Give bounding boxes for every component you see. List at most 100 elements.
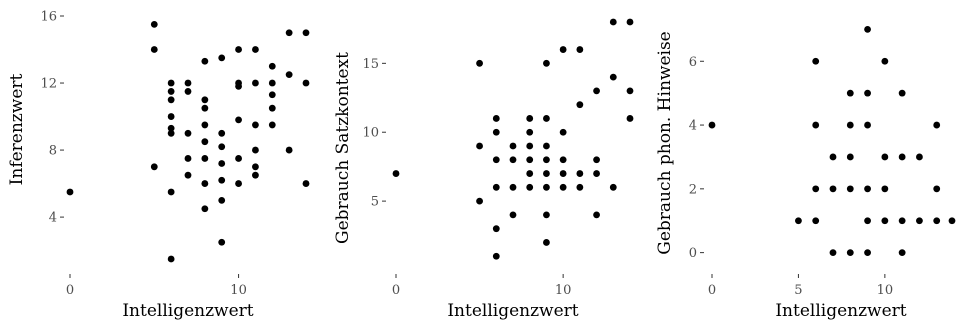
data-point <box>150 46 158 53</box>
data-point <box>609 73 617 81</box>
data-point <box>218 54 226 62</box>
data-point <box>829 249 837 257</box>
data-point <box>898 153 906 161</box>
data-point <box>218 238 226 246</box>
x-tick-label: 10 <box>877 283 894 298</box>
data-point <box>846 89 854 97</box>
data-point <box>476 142 483 150</box>
data-point <box>576 170 584 177</box>
data-point <box>829 153 837 161</box>
data-point <box>846 121 854 129</box>
data-point <box>626 115 634 122</box>
y-tick-label: 6 <box>689 55 697 70</box>
data-point <box>543 59 550 67</box>
data-point <box>285 146 293 154</box>
data-point <box>509 183 517 191</box>
data-point <box>167 79 175 87</box>
data-point <box>184 171 192 179</box>
data-point <box>626 18 634 26</box>
data-point <box>201 96 209 104</box>
data-point <box>864 25 871 33</box>
data-point <box>576 46 584 53</box>
data-point <box>476 59 483 67</box>
data-point <box>559 46 567 53</box>
data-point <box>898 249 906 257</box>
data-point <box>235 46 242 53</box>
data-point <box>302 79 310 87</box>
data-point <box>252 79 259 87</box>
data-point <box>302 29 310 37</box>
data-point <box>184 88 192 95</box>
data-point <box>593 170 600 177</box>
data-point <box>167 96 175 104</box>
data-point <box>898 217 906 225</box>
data-point <box>795 217 802 225</box>
x-axis-title: Intelligenzwert <box>122 301 253 321</box>
x-tick-label: 0 <box>66 283 74 298</box>
data-point <box>543 156 550 164</box>
data-point <box>167 124 175 132</box>
data-point <box>593 211 600 219</box>
data-point <box>593 156 600 164</box>
data-point <box>184 79 192 87</box>
data-point <box>812 121 820 129</box>
y-tick-label: 12 <box>40 77 57 92</box>
data-point <box>218 143 226 151</box>
data-point <box>201 57 209 65</box>
data-point <box>252 163 259 171</box>
data-point <box>235 116 242 124</box>
data-point <box>167 88 175 95</box>
data-point <box>201 155 209 162</box>
data-point <box>268 121 276 129</box>
data-point <box>285 29 293 37</box>
data-point <box>916 217 923 225</box>
data-point <box>201 121 209 129</box>
x-axis-title: Intelligenzwert <box>775 301 906 321</box>
y-tick-label: 15 <box>362 57 379 72</box>
data-point <box>476 197 483 205</box>
data-point <box>167 113 175 120</box>
data-point <box>812 217 820 225</box>
data-point <box>864 89 871 97</box>
data-point <box>252 121 259 129</box>
data-point <box>559 128 567 136</box>
y-tick-label: 0 <box>689 246 697 261</box>
x-tick-label: 0 <box>708 283 716 298</box>
data-point <box>526 142 534 150</box>
data-point <box>829 185 837 193</box>
data-point <box>812 57 820 65</box>
data-point <box>167 255 175 263</box>
data-point <box>150 20 158 28</box>
data-point <box>898 89 906 97</box>
data-point <box>201 138 209 146</box>
data-point <box>609 18 617 26</box>
data-point <box>526 170 534 177</box>
data-point <box>509 142 517 150</box>
y-axis-title: Gebrauch Satzkontext <box>333 52 353 244</box>
data-point <box>543 211 550 219</box>
data-point <box>268 104 276 112</box>
data-point <box>201 104 209 112</box>
y-tick-label: 2 <box>689 182 697 197</box>
data-point <box>184 129 192 137</box>
data-point <box>846 249 854 257</box>
data-point <box>252 171 259 179</box>
data-point <box>218 196 226 204</box>
y-tick-label: 16 <box>40 10 57 25</box>
data-point <box>543 183 550 191</box>
data-point <box>201 180 209 187</box>
data-point <box>559 183 567 191</box>
data-point <box>167 188 175 196</box>
data-point <box>184 155 192 162</box>
data-point <box>252 46 259 53</box>
y-axis-title: Gebrauch phon. Hinweise <box>655 31 675 254</box>
data-point <box>543 170 550 177</box>
data-point <box>543 115 550 122</box>
data-point <box>201 205 209 213</box>
data-point <box>492 115 500 122</box>
y-tick-label: 4 <box>49 211 57 226</box>
data-point <box>948 217 956 225</box>
data-point <box>864 121 871 129</box>
data-point <box>492 183 500 191</box>
